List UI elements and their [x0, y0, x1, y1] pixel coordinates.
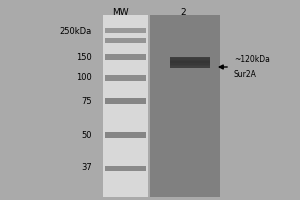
Bar: [170, 60, 210, 61]
Bar: [105, 166, 146, 171]
Bar: [105, 98, 146, 104]
Bar: [170, 57, 210, 59]
Text: Sur2A: Sur2A: [234, 70, 257, 79]
Bar: [170, 62, 210, 64]
Bar: [105, 54, 146, 60]
Bar: [170, 61, 210, 62]
Bar: [105, 28, 146, 33]
Bar: [170, 64, 210, 66]
Text: 37: 37: [81, 164, 92, 172]
Bar: [103, 15, 148, 197]
Bar: [105, 75, 146, 81]
Text: 250kDa: 250kDa: [60, 27, 92, 36]
Bar: [170, 66, 210, 68]
Text: 75: 75: [81, 97, 92, 106]
Bar: [170, 58, 210, 60]
Text: ~120kDa: ~120kDa: [234, 55, 270, 64]
Text: 50: 50: [82, 130, 92, 140]
Bar: [170, 63, 210, 65]
Bar: [150, 15, 220, 197]
Bar: [105, 132, 146, 138]
Text: MW: MW: [112, 8, 128, 17]
Text: 2: 2: [180, 8, 186, 17]
Text: 100: 100: [76, 73, 92, 82]
Bar: [105, 38, 146, 43]
Text: 150: 150: [76, 52, 92, 62]
